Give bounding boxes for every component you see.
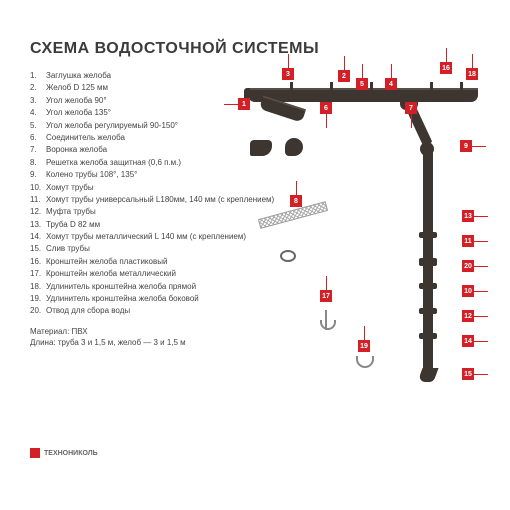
callout-14: 14 bbox=[462, 335, 474, 347]
callout-9: 9 bbox=[460, 140, 472, 152]
brand-logo: ТЕХНОНИКОЛЬ bbox=[30, 448, 98, 458]
callout-3: 3 bbox=[282, 68, 294, 80]
callout-5: 5 bbox=[356, 78, 368, 90]
elbow-part bbox=[285, 138, 303, 156]
callout-7: 7 bbox=[405, 102, 417, 114]
brand-icon bbox=[30, 448, 40, 458]
callout-1: 1 bbox=[238, 98, 250, 110]
callout-20: 20 bbox=[462, 260, 474, 272]
callout-16: 16 bbox=[440, 62, 452, 74]
hook-part bbox=[325, 310, 327, 330]
callout-18: 18 bbox=[466, 68, 478, 80]
callout-8: 8 bbox=[290, 195, 302, 207]
callout-2: 2 bbox=[338, 70, 350, 82]
callout-6: 6 bbox=[320, 102, 332, 114]
brand-text: ТЕХНОНИКОЛЬ bbox=[44, 450, 98, 457]
corner-part bbox=[250, 140, 272, 156]
callout-17: 17 bbox=[320, 290, 332, 302]
bracket-part bbox=[356, 356, 374, 368]
callout-10: 10 bbox=[462, 285, 474, 297]
callout-19: 19 bbox=[358, 340, 370, 352]
clamp-part bbox=[280, 250, 296, 262]
callout-12: 12 bbox=[462, 310, 474, 322]
page-title: СХЕМА ВОДОСТОЧНОЙ СИСТЕМЫ bbox=[30, 40, 490, 58]
callout-15: 15 bbox=[462, 368, 474, 380]
system-diagram: 1234567161891311201012141581719 bbox=[230, 60, 490, 400]
callout-4: 4 bbox=[385, 78, 397, 90]
callout-11: 11 bbox=[462, 235, 474, 247]
callout-13: 13 bbox=[462, 210, 474, 222]
